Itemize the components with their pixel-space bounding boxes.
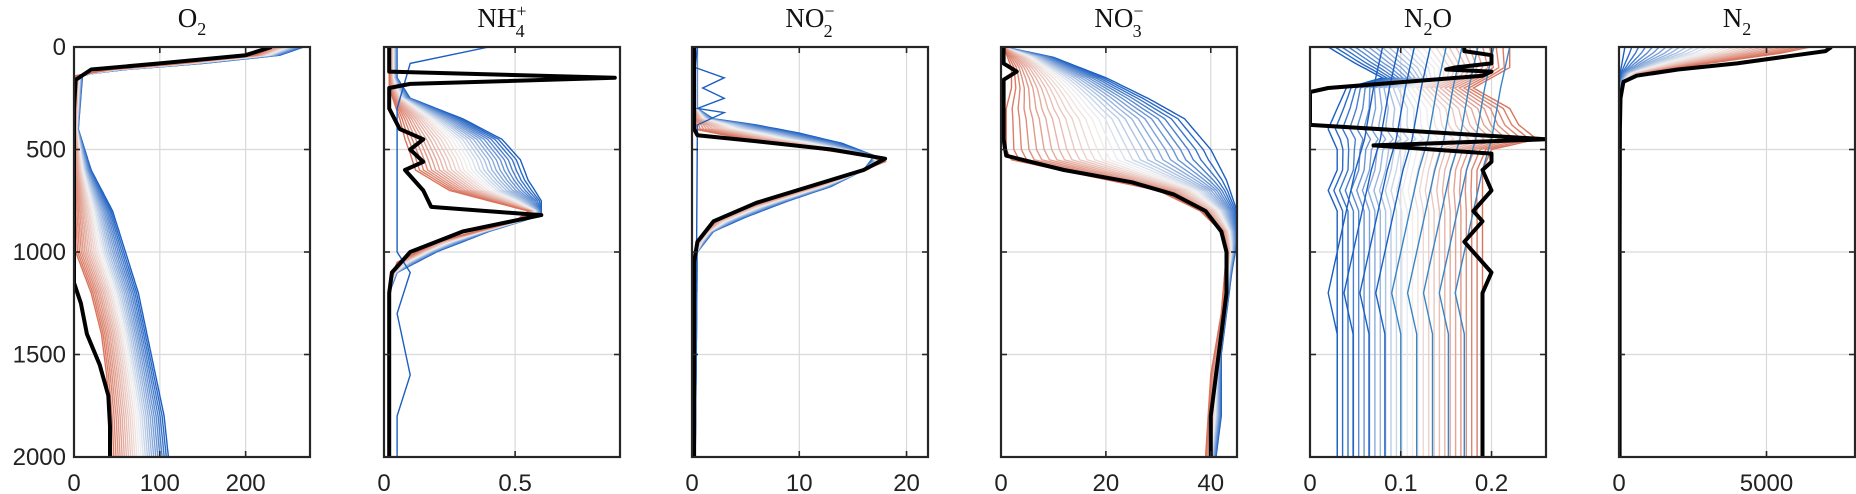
panel-title: N2 <box>1723 3 1752 39</box>
ensemble-line <box>1338 47 1393 457</box>
bold-profile <box>1001 47 1229 457</box>
y-tick-label: 500 <box>26 137 66 164</box>
ensemble-line <box>1355 47 1405 457</box>
panel-4: 0 20 40 NO− 3 <box>994 1 1239 494</box>
x-tick-label: 0.5 <box>498 470 531 494</box>
panel-title: O2 <box>178 3 207 39</box>
x-tick-label: 0 <box>67 470 80 494</box>
x-tick-label: 20 <box>1093 470 1120 494</box>
panel-title: NH+ 4 <box>477 1 526 41</box>
ensemble-line <box>1407 47 1440 457</box>
ensemble-line <box>1434 47 1478 457</box>
ensemble-line <box>1367 47 1413 457</box>
x-tick-label: 0 <box>1303 470 1316 494</box>
bold-profile <box>692 47 888 457</box>
x-tick-label: 0 <box>377 470 390 494</box>
blue-trace <box>1327 47 1384 457</box>
ensemble-line <box>1418 47 1455 457</box>
plot-area <box>387 47 617 457</box>
blue-trace <box>1438 47 1495 457</box>
panel-2: 0 0.5 NH+ 4 <box>377 1 622 494</box>
ensemble-line <box>1395 47 1432 457</box>
x-tick-label: 0 <box>1612 470 1625 494</box>
panel-5: 0 0.1 0.2 N2O <box>1303 3 1548 494</box>
blue-trace <box>1406 47 1463 457</box>
panel-3: 0 10 20 NO− 2 <box>685 1 930 494</box>
x-tick-label: 0 <box>685 470 698 494</box>
y-tick-label: 1000 <box>13 239 66 266</box>
x-tick-label: 0 <box>994 470 1007 494</box>
panel-title: NO− 2 <box>785 1 834 41</box>
x-tick-label: 100 <box>140 470 180 494</box>
x-tick-label: 0.2 <box>1475 470 1508 494</box>
ensemble-line <box>1413 47 1448 457</box>
ensemble-line <box>1424 47 1463 457</box>
blue-trace <box>1343 47 1400 457</box>
panel-title: NO− 3 <box>1094 1 1143 41</box>
ensemble-line <box>1457 47 1516 457</box>
panel-6: 0 5000 N2 <box>1612 3 1856 494</box>
ensemble-line <box>1373 47 1417 457</box>
plot-area <box>74 47 305 457</box>
blue-trace <box>1390 47 1447 457</box>
ensemble-line <box>1390 47 1428 457</box>
bold-profile <box>387 47 617 457</box>
blue-trace <box>694 47 727 457</box>
ensemble-line <box>1429 47 1471 457</box>
panel-title: N2O <box>1404 3 1452 39</box>
blue-trace <box>1422 47 1479 457</box>
x-tick-label: 10 <box>786 470 813 494</box>
ensemble-line <box>1453 47 1509 457</box>
blue-trace <box>1359 47 1416 457</box>
y-tick-label: 0 <box>53 34 66 61</box>
plot-area <box>1310 47 1546 457</box>
ensemble-line <box>1350 47 1401 457</box>
y-tick-label: 1500 <box>13 342 66 369</box>
ensemble-line <box>1333 47 1389 457</box>
blue-trace <box>396 47 490 457</box>
ensemble-line <box>1467 47 1531 457</box>
blue-trace <box>1375 47 1431 457</box>
ensemble-line <box>1401 47 1436 457</box>
ensemble-line <box>1439 47 1486 457</box>
x-tick-label: 0.1 <box>1384 470 1417 494</box>
x-tick-label: 200 <box>226 470 266 494</box>
blue-trace <box>1454 47 1511 457</box>
bold-profile <box>1310 47 1546 457</box>
ensemble-line <box>1443 47 1493 457</box>
bold-profile <box>74 47 273 457</box>
x-tick-label: 20 <box>893 470 920 494</box>
y-tick-label: 2000 <box>13 444 66 471</box>
x-tick-label: 5000 <box>1740 470 1793 494</box>
x-tick-label: 40 <box>1197 470 1224 494</box>
